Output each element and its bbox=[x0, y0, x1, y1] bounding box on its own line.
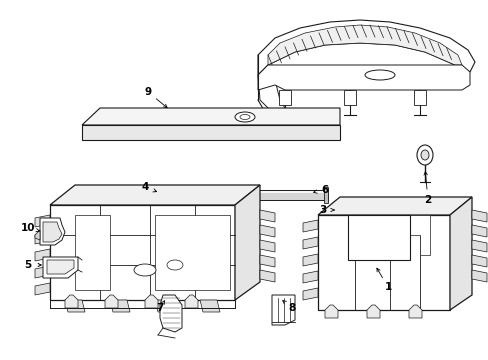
Polygon shape bbox=[82, 108, 339, 125]
Polygon shape bbox=[145, 295, 158, 308]
Polygon shape bbox=[155, 300, 175, 312]
Polygon shape bbox=[317, 197, 471, 215]
Text: 3: 3 bbox=[319, 205, 326, 215]
Polygon shape bbox=[267, 25, 461, 65]
Polygon shape bbox=[471, 210, 486, 222]
Polygon shape bbox=[408, 305, 421, 318]
Polygon shape bbox=[303, 288, 317, 300]
Polygon shape bbox=[471, 240, 486, 252]
Polygon shape bbox=[160, 295, 182, 332]
Polygon shape bbox=[35, 230, 40, 240]
Polygon shape bbox=[65, 295, 78, 308]
Polygon shape bbox=[260, 210, 274, 222]
Polygon shape bbox=[258, 75, 285, 115]
Polygon shape bbox=[347, 215, 409, 260]
Polygon shape bbox=[303, 271, 317, 283]
Polygon shape bbox=[218, 190, 327, 200]
Polygon shape bbox=[258, 20, 474, 75]
Text: 4: 4 bbox=[141, 182, 148, 192]
Polygon shape bbox=[325, 305, 337, 318]
Polygon shape bbox=[105, 295, 118, 308]
Polygon shape bbox=[65, 300, 85, 312]
Polygon shape bbox=[413, 90, 425, 105]
Polygon shape bbox=[43, 257, 78, 278]
Polygon shape bbox=[354, 215, 429, 255]
Text: 10: 10 bbox=[20, 223, 35, 233]
Polygon shape bbox=[303, 220, 317, 232]
Polygon shape bbox=[200, 300, 220, 312]
Polygon shape bbox=[303, 254, 317, 266]
Polygon shape bbox=[47, 260, 74, 274]
Polygon shape bbox=[324, 187, 327, 203]
Polygon shape bbox=[35, 232, 50, 244]
Polygon shape bbox=[35, 249, 50, 261]
Ellipse shape bbox=[420, 150, 428, 160]
Text: 6: 6 bbox=[321, 185, 328, 195]
Polygon shape bbox=[471, 270, 486, 282]
Polygon shape bbox=[303, 237, 317, 249]
Polygon shape bbox=[260, 225, 274, 237]
Text: 5: 5 bbox=[24, 260, 32, 270]
Ellipse shape bbox=[416, 145, 432, 165]
Ellipse shape bbox=[235, 112, 254, 122]
Polygon shape bbox=[317, 215, 449, 310]
Polygon shape bbox=[471, 225, 486, 237]
Text: 9: 9 bbox=[144, 87, 151, 97]
Polygon shape bbox=[50, 205, 235, 300]
Polygon shape bbox=[82, 125, 339, 140]
Polygon shape bbox=[260, 240, 274, 252]
Polygon shape bbox=[184, 295, 198, 308]
Polygon shape bbox=[260, 270, 274, 282]
Polygon shape bbox=[110, 300, 130, 312]
Ellipse shape bbox=[364, 70, 394, 80]
Polygon shape bbox=[271, 295, 294, 325]
Text: 2: 2 bbox=[424, 195, 431, 205]
Text: 8: 8 bbox=[288, 303, 295, 313]
Polygon shape bbox=[35, 215, 50, 227]
Polygon shape bbox=[260, 255, 274, 267]
Polygon shape bbox=[279, 90, 290, 105]
Polygon shape bbox=[50, 185, 260, 205]
Polygon shape bbox=[35, 283, 50, 295]
Polygon shape bbox=[449, 197, 471, 310]
Text: 7: 7 bbox=[156, 303, 163, 313]
Ellipse shape bbox=[167, 260, 183, 270]
Polygon shape bbox=[43, 222, 62, 242]
Polygon shape bbox=[75, 215, 110, 290]
Polygon shape bbox=[471, 255, 486, 267]
Polygon shape bbox=[258, 65, 469, 90]
Polygon shape bbox=[366, 305, 379, 318]
Text: 1: 1 bbox=[384, 282, 391, 292]
Polygon shape bbox=[235, 185, 260, 300]
Polygon shape bbox=[218, 187, 222, 203]
Ellipse shape bbox=[134, 264, 156, 276]
Polygon shape bbox=[343, 90, 355, 105]
Polygon shape bbox=[155, 215, 229, 290]
Ellipse shape bbox=[240, 114, 249, 120]
Polygon shape bbox=[35, 266, 50, 278]
Polygon shape bbox=[40, 218, 65, 245]
